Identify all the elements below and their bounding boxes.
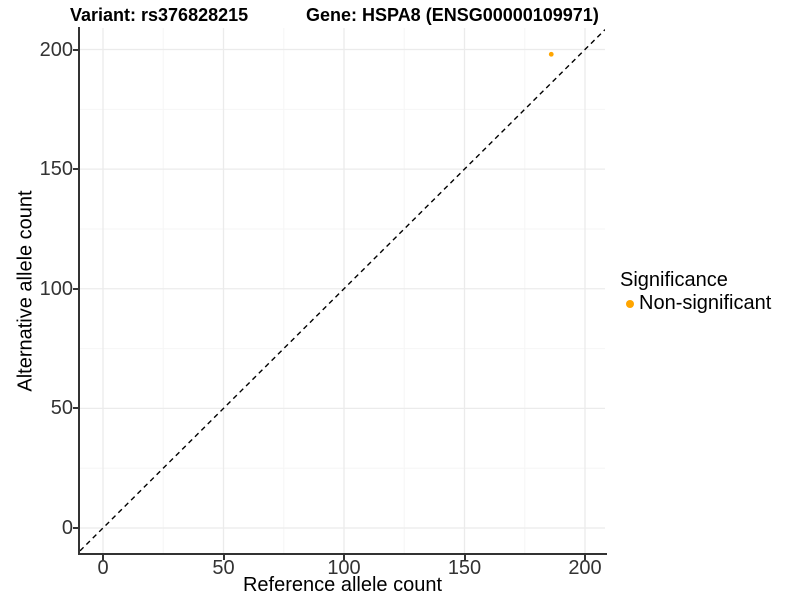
- y-tick-label: 50: [50, 397, 73, 420]
- legend-item-label: Non-significant: [639, 292, 772, 314]
- x-tick-label: 100: [327, 557, 361, 579]
- x-tick-mark: [463, 555, 466, 560]
- legend-item-non-significant: Non-significant: [620, 292, 771, 315]
- y-tick-label: 150: [39, 158, 73, 181]
- y-tick-mark: [73, 168, 78, 171]
- y-axis-title: Alternative allele count: [14, 190, 37, 392]
- x-tick-label: 0: [97, 557, 109, 579]
- y-tick-label: 200: [39, 38, 73, 61]
- x-tick-label: 50: [212, 557, 235, 579]
- plot-panel: [79, 28, 606, 554]
- plot-title-variant: Variant: rs376828215: [70, 5, 249, 25]
- plot-title-gene: Gene: HSPA8 (ENSG00000109971): [306, 5, 599, 25]
- y-tick-mark: [73, 407, 78, 410]
- y-tick-label: 100: [39, 277, 73, 300]
- x-tick-mark: [102, 555, 104, 560]
- x-tick-label: 200: [568, 557, 602, 579]
- identity-line: [79, 29, 606, 552]
- data-point: [548, 51, 554, 57]
- legend-title: Significance: [620, 269, 728, 291]
- x-tick-mark: [222, 555, 225, 560]
- legend-point-marker-icon: [626, 299, 634, 308]
- y-axis-line: [78, 27, 80, 555]
- x-tick-label: 150: [447, 557, 482, 579]
- x-tick-mark: [584, 555, 586, 560]
- x-axis-title: Reference allele count: [242, 574, 442, 596]
- y-tick-label: 0: [61, 517, 73, 539]
- legend: Significance Non-significant: [620, 269, 771, 315]
- x-axis-line: [78, 553, 607, 555]
- x-tick-mark: [343, 555, 345, 560]
- y-tick-mark: [73, 527, 78, 529]
- plot-area-svg: [79, 28, 606, 554]
- y-tick-mark: [73, 48, 78, 51]
- y-tick-mark: [73, 287, 78, 290]
